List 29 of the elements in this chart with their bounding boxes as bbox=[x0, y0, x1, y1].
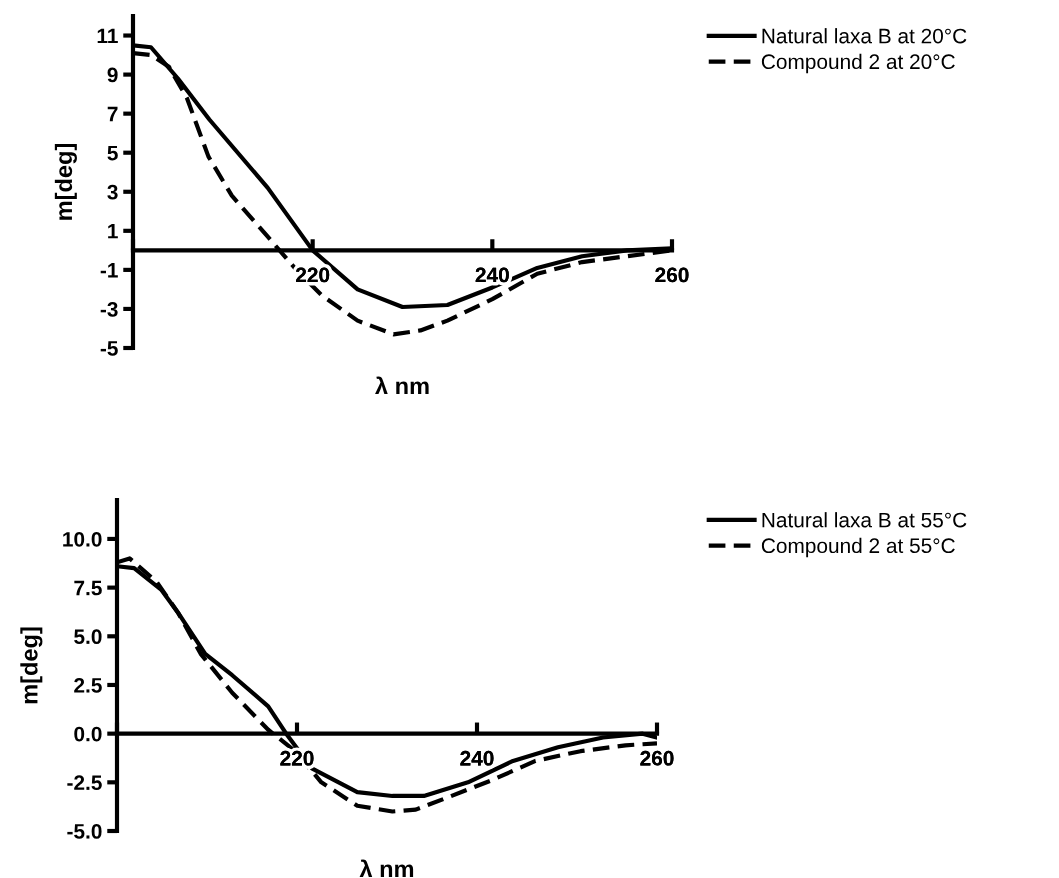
y-tick-label: 10.0 bbox=[63, 531, 102, 547]
x-tick-label: 240 bbox=[475, 267, 509, 283]
y-tick-label: 9 bbox=[107, 67, 118, 83]
y-tick-label: -5.0 bbox=[67, 824, 102, 839]
x-tick-label: 220 bbox=[296, 267, 330, 283]
x-tick-label: 260 bbox=[640, 750, 674, 766]
y-tick-label: 7.5 bbox=[74, 580, 102, 596]
y-tick-label: 1 bbox=[108, 224, 118, 239]
legend-label: Compound 2 at 20°C bbox=[761, 53, 955, 74]
y-tick-label: 2.5 bbox=[74, 677, 102, 693]
y-tick-label: 7 bbox=[107, 106, 118, 122]
x-tick-label: 260 bbox=[655, 267, 689, 283]
legend-label: Natural laxa B at 20°C bbox=[762, 28, 967, 44]
y-axis-title: m[deg] bbox=[20, 627, 43, 704]
y-tick-label: 0.0 bbox=[74, 726, 102, 742]
x-tick-label: 240 bbox=[460, 750, 494, 766]
y-tick-label: 5.0 bbox=[74, 629, 102, 645]
x-axis-title: λ nm bbox=[375, 376, 429, 395]
y-tick-label: -3 bbox=[100, 301, 118, 317]
y-tick-label: 5 bbox=[107, 145, 118, 161]
y-tick-label: -5 bbox=[100, 341, 118, 356]
x-axis-title: λ nm bbox=[359, 859, 414, 878]
y-tick-label: 3 bbox=[107, 184, 118, 200]
legend-label: Compound 2 at 55°C bbox=[761, 537, 955, 558]
y-tick-label: -1 bbox=[100, 263, 118, 278]
y-tick-label: 11 bbox=[97, 28, 118, 44]
y-tick-label: -2.5 bbox=[67, 775, 102, 791]
y-axis-title: m[deg] bbox=[54, 143, 77, 220]
legend-label: Natural laxa B at 55°C bbox=[762, 512, 967, 528]
